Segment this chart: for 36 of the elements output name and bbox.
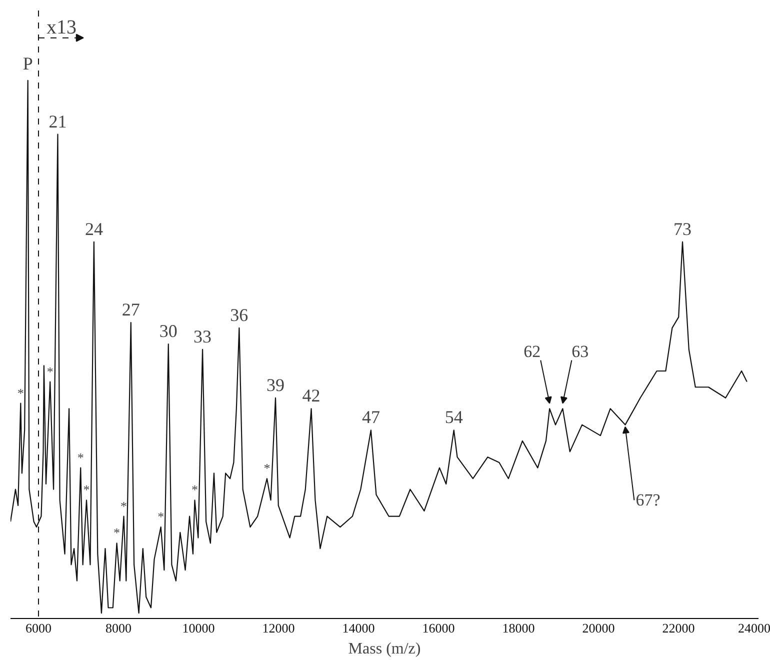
annotation: P <box>22 53 33 74</box>
annotation: * <box>46 364 54 379</box>
annotation: * <box>77 450 84 465</box>
x-tick-label: 10000 <box>182 620 215 636</box>
annotation: * <box>17 385 24 400</box>
x-tick-label: 8000 <box>106 620 132 636</box>
annotation: 42 <box>302 386 320 406</box>
x-tick-label: 16000 <box>422 620 455 636</box>
x-tick-label: 12000 <box>262 620 295 636</box>
annotation: * <box>83 482 90 498</box>
annotation: * <box>158 509 164 524</box>
annotation: 73 <box>674 218 692 239</box>
annotation: 33 <box>194 326 212 346</box>
ref-line-label: x13 <box>46 16 76 38</box>
annotation: 36 <box>230 304 248 325</box>
annotation: 30 <box>159 321 178 342</box>
annotation: 67? <box>636 490 660 510</box>
annotation: 62 <box>524 342 541 362</box>
annotation: 63 <box>572 342 589 362</box>
x-tick-label: 20000 <box>582 620 615 636</box>
annotation: * <box>264 460 270 476</box>
x-tick-label: 6000 <box>26 620 52 636</box>
annotation: * <box>114 525 120 540</box>
x-tick-label: 14000 <box>342 620 375 636</box>
x-axis-title: Mass (m/z) <box>348 640 421 658</box>
annotation: 21 <box>48 111 67 132</box>
x-tick-label: 22000 <box>662 620 695 636</box>
annotation: 47 <box>362 407 380 428</box>
x-tick-label: 18000 <box>502 620 535 636</box>
annotation: 39 <box>266 374 284 395</box>
annotation: 54 <box>444 407 463 428</box>
x-tick-label: 24000 <box>738 620 770 636</box>
annotation: * <box>120 498 128 514</box>
annotation: * <box>191 482 198 498</box>
annotation: 27 <box>122 300 140 320</box>
annotation: 24 <box>84 218 103 239</box>
